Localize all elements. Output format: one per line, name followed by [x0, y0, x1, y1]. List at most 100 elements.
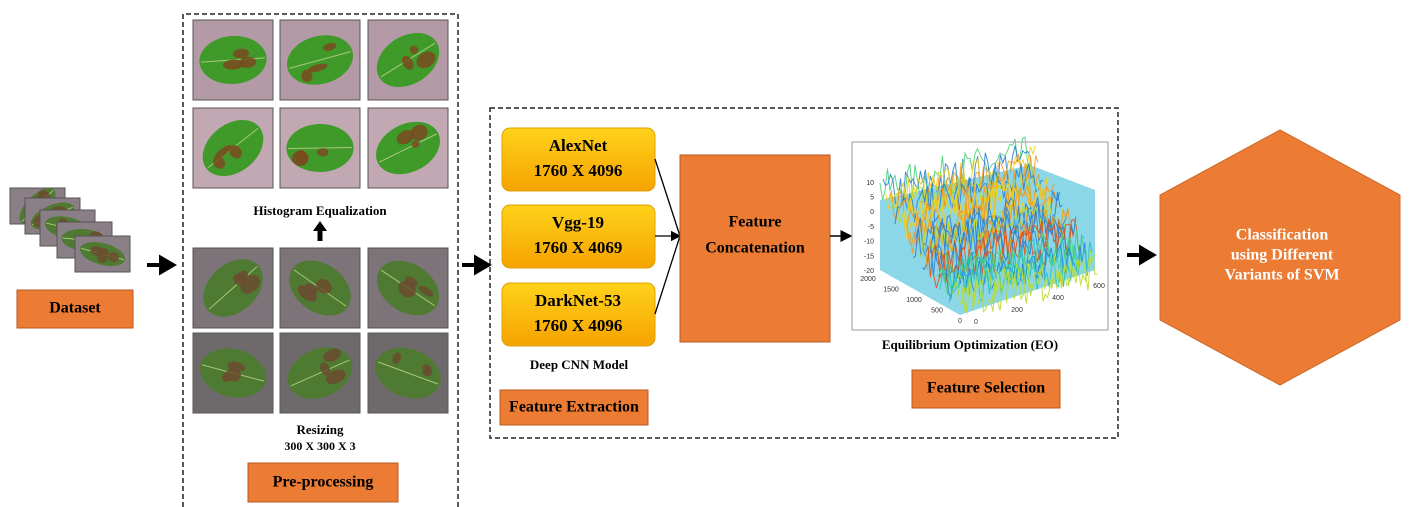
preprocessing-label: Pre-processing	[273, 474, 374, 491]
extraction-label: Feature Extraction	[509, 399, 639, 416]
leaf-spot	[307, 63, 328, 73]
preprocessing-box	[247, 462, 399, 503]
leaf-spot	[222, 59, 245, 70]
arrow	[1127, 244, 1157, 266]
dataset-box	[16, 289, 134, 329]
surface-line	[954, 256, 1098, 314]
leaf-vein	[288, 51, 352, 69]
arrow	[462, 254, 492, 276]
leaf-vein	[290, 359, 350, 387]
leaf	[377, 260, 439, 316]
selection-box	[911, 369, 1061, 409]
y-tick-label: 0	[958, 318, 962, 325]
leaf	[202, 119, 264, 177]
model-name: DarkNet-53	[535, 291, 621, 310]
selection-label: Feature Selection	[927, 380, 1045, 397]
feature-frame	[489, 107, 1119, 439]
concatenation-line: Feature	[728, 214, 781, 231]
model-box	[501, 282, 656, 347]
models: AlexNet 1760 X 4096 Vgg-19 1760 X 4069 DarkN…	[501, 127, 682, 347]
leaf-vein	[208, 266, 258, 310]
leaf-vein	[287, 146, 353, 150]
surface-line	[951, 249, 1096, 312]
leaf	[376, 121, 440, 175]
x-tick-label: 0	[974, 319, 978, 326]
leaf-spot	[227, 361, 246, 372]
cnn-caption: Deep CNN Model	[530, 357, 629, 372]
model-name: AlexNet	[549, 136, 608, 155]
x-tick-label: 200	[1011, 307, 1023, 314]
concatenation-box	[679, 154, 831, 343]
leaf	[287, 347, 353, 399]
leaf-spot	[316, 148, 329, 157]
surface-line	[894, 163, 1044, 225]
leaf	[199, 35, 267, 85]
arrow	[147, 254, 177, 276]
leaf-spot	[418, 285, 434, 297]
leaf	[199, 348, 267, 398]
surface-line	[918, 201, 1066, 262]
leaf-spot	[316, 279, 332, 294]
histogram-label: Histogram Equalization	[253, 203, 387, 218]
leaf-spot	[396, 130, 415, 145]
z-tick-label: -20	[864, 268, 874, 275]
model-size: 1760 X 4069	[534, 238, 623, 257]
leaf	[375, 347, 441, 399]
leaf	[203, 259, 263, 317]
z-tick-label: -5	[868, 224, 874, 231]
leaf	[286, 35, 354, 85]
connector	[654, 158, 681, 237]
leaf-spot	[297, 285, 317, 302]
leaf-spot	[97, 247, 109, 263]
concatenation-line: Concatenation	[705, 240, 805, 257]
leaf	[286, 123, 354, 173]
decor	[9, 19, 449, 414]
surface-line	[915, 191, 1063, 259]
model-size: 1760 X 4096	[534, 316, 623, 335]
leaf-spot	[323, 348, 342, 362]
leaf-spot	[214, 145, 232, 160]
leaf-spot	[229, 145, 242, 159]
y-tick-label: 2000	[860, 276, 876, 283]
z-tick-label: 10	[866, 180, 874, 187]
leaf	[289, 260, 351, 316]
resizing-label: Resizing	[297, 422, 344, 437]
classification-line: Variants of SVM	[1225, 267, 1340, 284]
leaf-spot	[320, 362, 331, 376]
leaf-spot	[232, 48, 250, 59]
leaf	[376, 32, 440, 88]
up-arrow-head	[313, 221, 327, 231]
leaf-spot	[392, 352, 402, 365]
leaf-spot	[295, 150, 307, 166]
leaf-spot	[416, 51, 436, 69]
classification-line: Classification	[1236, 227, 1329, 244]
surface-line	[948, 241, 1093, 303]
z-tick-label: 0	[870, 209, 874, 216]
surface-line	[924, 208, 1071, 272]
surface-line	[921, 209, 1069, 271]
leaf-spot	[422, 368, 433, 377]
connector	[654, 235, 681, 315]
model-size: 1760 X 4096	[534, 161, 623, 180]
z-tick-label: -10	[864, 239, 874, 246]
surface-line	[930, 216, 1077, 279]
resizing-size: 300 X 300 X 3	[284, 439, 355, 453]
z-tick-label: 5	[870, 195, 874, 202]
leaf-spot	[322, 42, 337, 51]
leaf-spot	[212, 156, 226, 169]
x-tick-label: 600	[1093, 283, 1105, 290]
dataset-label: Dataset	[49, 300, 101, 317]
surface	[879, 136, 1098, 315]
z-tick-label: -15	[864, 253, 874, 260]
leaf-spot	[401, 55, 414, 70]
extraction-box	[499, 389, 649, 426]
leaf-spot	[410, 124, 428, 141]
surface-line	[906, 183, 1055, 246]
leaf-spot	[301, 69, 313, 83]
leaf-spot	[409, 45, 419, 55]
leaf	[79, 242, 126, 266]
y-tick-label: 1500	[883, 286, 899, 293]
leaf-spot	[108, 252, 119, 263]
